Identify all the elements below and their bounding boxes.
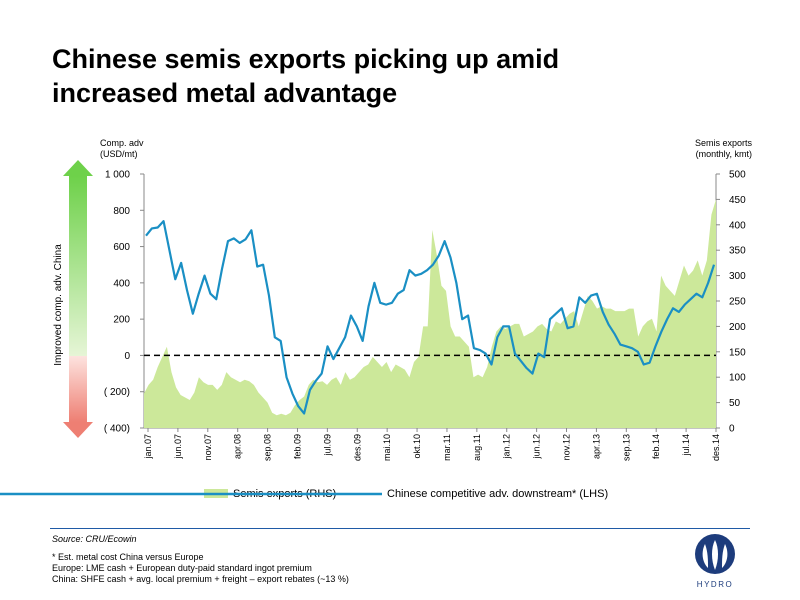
x-axis-tick-label: feb.09	[293, 434, 303, 459]
left-axis-tick-label: 600	[113, 242, 130, 253]
left-axis-tick-label: 0	[124, 351, 130, 362]
semis-exports-area	[144, 199, 716, 428]
x-axis-tick-label: apr.08	[233, 434, 243, 459]
right-axis-tick-label: 400	[729, 220, 746, 231]
source-divider	[50, 528, 750, 529]
right-axis-tick-label: 350	[729, 246, 746, 257]
x-axis-tick-label: des.14	[711, 434, 721, 461]
hydro-logo-icon	[695, 534, 735, 574]
right-axis-tick-label: 500	[729, 170, 746, 181]
left-axis-label-1: Comp. adv	[100, 138, 144, 148]
left-axis-tick-label: 200	[113, 315, 130, 326]
x-axis-tick-label: nov.07	[203, 434, 213, 460]
page-title: Chinese semis exports picking up amid in…	[52, 42, 752, 110]
x-axis-tick-label: feb.14	[651, 434, 661, 459]
hydro-logo: HYDRO	[690, 530, 740, 594]
arrow-up-shaft	[69, 176, 87, 356]
plot-area	[144, 199, 716, 428]
x-axis-tick-label: aug.11	[472, 434, 482, 461]
arrow-down-shaft	[69, 356, 87, 422]
right-axis-label-1: Semis exports	[695, 138, 753, 148]
x-axis-tick-label: mar.11	[442, 434, 452, 461]
legend: Semis exports (RHS) Chinese competitive …	[0, 488, 608, 500]
left-axis-label-2: (USD/mt)	[100, 149, 138, 159]
x-axis-tick-label: nov.12	[562, 434, 572, 460]
title-line-2: increased metal advantage	[52, 78, 398, 108]
left-axis-tick-label: 1 000	[105, 170, 130, 181]
right-axis-tick-label: 0	[729, 424, 735, 435]
x-axis-tick-label: jun.07	[173, 434, 183, 460]
side-label: Improved comp. adv. China	[53, 244, 64, 366]
x-axis-tick-label: mai.10	[382, 434, 392, 461]
x-axis-tick-label: jul.14	[681, 434, 691, 457]
left-axis-tick-label: 400	[113, 278, 130, 289]
footnotes: * Est. metal cost China versus Europe Eu…	[52, 552, 349, 585]
x-axis-tick-label: jan.07	[143, 434, 153, 460]
right-axis-tick-label: 100	[729, 373, 746, 384]
x-axis-tick-label: sep.13	[621, 434, 631, 461]
competitive-adv-line	[145, 220, 716, 415]
footnote-2: Europe: LME cash + European duty-paid st…	[52, 563, 312, 573]
left-axis-tick-label: ( 400)	[104, 424, 130, 435]
right-axis-tick-label: 450	[729, 195, 746, 206]
x-axis-tick-label: okt.10	[412, 434, 422, 459]
footnote-1: * Est. metal cost China versus Europe	[52, 552, 204, 562]
arrow-up-head	[63, 160, 93, 176]
x-axis-tick-label: sep.08	[263, 434, 273, 461]
title-line-1: Chinese semis exports picking up amid	[52, 44, 560, 74]
right-axis-tick-label: 300	[729, 271, 746, 282]
left-axis-tick-label: ( 200)	[104, 387, 130, 398]
advantage-arrow	[63, 160, 93, 438]
right-axis-label-2: (monthly, kmt)	[696, 149, 752, 159]
x-axis-tick-label: jun.12	[532, 434, 542, 460]
x-axis-tick-label: apr.13	[591, 434, 601, 459]
right-axis-tick-label: 150	[729, 347, 746, 358]
arrow-down-head	[63, 422, 93, 438]
source-text: Source: CRU/Ecowin	[52, 534, 137, 544]
legend-line-label: Chinese competitive adv. downstream* (LH…	[387, 488, 608, 500]
x-axis-tick-label: jul.09	[322, 434, 332, 457]
x-axis-tick-label: des.09	[352, 434, 362, 461]
footnote-3: China: SHFE cash + avg. local premium + …	[52, 574, 349, 584]
right-axis-tick-label: 50	[729, 398, 741, 409]
right-axis-tick-label: 200	[729, 322, 746, 333]
chart: Comp. adv (USD/mt) Semis exports (monthl…	[0, 138, 753, 500]
x-axis-tick-label: jan.12	[502, 434, 512, 460]
left-axis-tick-label: 800	[113, 206, 130, 217]
hydro-logo-text: HYDRO	[696, 580, 734, 589]
right-axis-tick-label: 250	[729, 297, 746, 308]
